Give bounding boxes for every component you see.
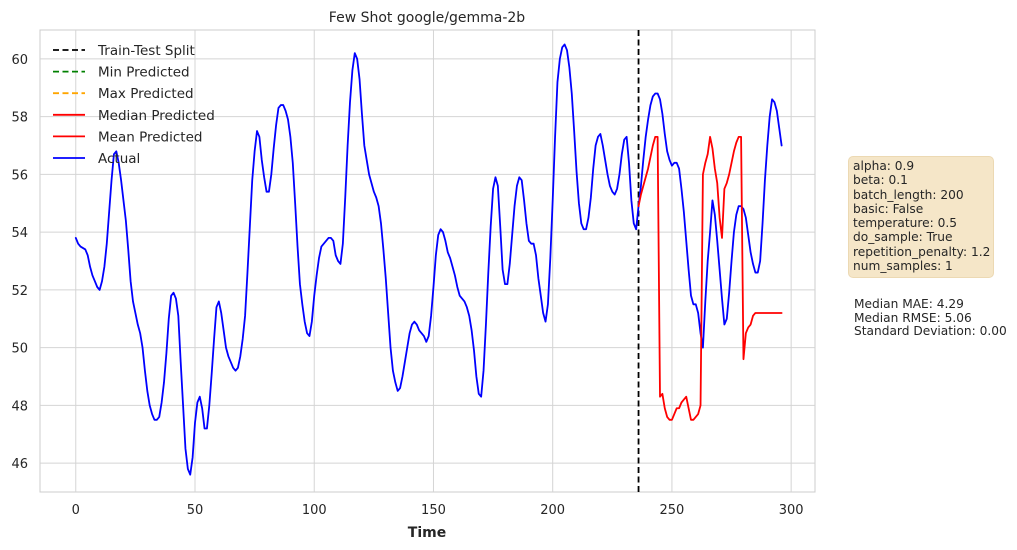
x-tick-label: 200	[540, 503, 565, 518]
param-line: repetition_penalty: 1.2	[853, 244, 991, 259]
standard-deviation: Standard Deviation: 0.00	[854, 324, 1007, 339]
parameters-box: alpha: 0.9 beta: 0.1 batch_length: 200 b…	[848, 156, 994, 279]
legend-label: Max Predicted	[98, 86, 194, 102]
y-tick-label: 46	[11, 457, 28, 472]
legend-label: Train-Test Split	[97, 43, 195, 59]
median-mae: Median MAE: 4.29	[854, 297, 964, 311]
y-tick-label: 58	[11, 111, 28, 126]
param-line: basic: False	[853, 201, 924, 216]
y-tick-label: 48	[11, 399, 28, 414]
x-tick-label: 300	[779, 503, 804, 518]
y-tick-label: 50	[11, 342, 28, 357]
legend: Train-Test Split Min Predicted Max Predict…	[53, 43, 215, 167]
param-line: do_sample: True	[853, 230, 953, 245]
param-line: temperature: 0.5	[853, 216, 957, 231]
y-tick-label: 52	[11, 284, 28, 299]
y-axis-ticks: 46 48 50 52 54 56 58 60	[11, 53, 28, 472]
x-tick-label: 50	[187, 503, 204, 518]
x-tick-label: 250	[660, 503, 685, 518]
param-line: beta: 0.1	[853, 173, 908, 188]
series-line-actual	[74, 43, 783, 476]
grid-lines	[40, 30, 815, 492]
plot-area	[39, 29, 816, 493]
param-line: batch_length: 200	[853, 187, 964, 202]
param-line: num_samples: 1	[853, 259, 953, 274]
median-rmse: Median RMSE: 5.06	[854, 310, 972, 325]
x-tick-label: 0	[72, 503, 80, 518]
metrics-text: Median MAE: 4.29 Median RMSE: 5.06 Stand…	[854, 297, 1007, 339]
legend-label: Actual	[98, 151, 140, 167]
y-tick-label: 60	[11, 53, 28, 68]
x-axis-ticks: 0 50 100 150 200 250 300	[72, 503, 804, 518]
legend-label: Mean Predicted	[98, 129, 202, 145]
x-tick-label: 100	[302, 503, 327, 518]
x-tick-label: 150	[421, 503, 446, 518]
chart-title: Few Shot google/gemma-2b	[329, 10, 526, 26]
y-tick-label: 54	[11, 226, 28, 241]
series-line-median-predicted	[637, 135, 783, 421]
x-axis-label: Time	[408, 525, 446, 541]
legend-label: Min Predicted	[98, 65, 190, 81]
param-line: alpha: 0.9	[853, 159, 915, 173]
legend-label: Median Predicted	[98, 108, 215, 124]
y-tick-label: 56	[11, 168, 28, 183]
series-group	[74, 43, 783, 476]
